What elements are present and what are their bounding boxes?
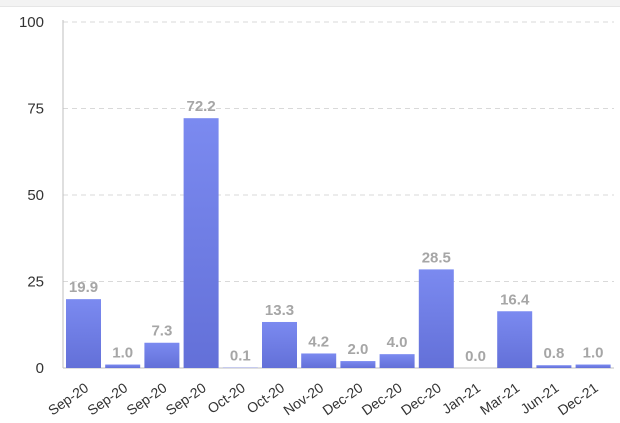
bar — [105, 364, 141, 368]
gridlines — [63, 21, 614, 282]
bar — [183, 118, 219, 368]
data-labels: 19.9 1.0 7.3 72.2 0.1 13.3 4.2 2.0 4.0 28.5 0.0 16.… — [69, 98, 604, 365]
data-label: 2.0 — [347, 341, 368, 358]
x-tick-label: Oct-20 — [244, 379, 288, 416]
y-tick-label: 75 — [27, 101, 44, 118]
data-label: 0.8 — [543, 345, 564, 362]
y-tick-label: 0 — [36, 360, 44, 377]
bar — [301, 353, 337, 368]
data-label: 4.0 — [387, 334, 408, 351]
data-label: 0.1 — [230, 348, 251, 365]
x-tick-label: Nov-20 — [280, 379, 326, 418]
data-label: 13.3 — [265, 302, 294, 319]
bar — [418, 269, 454, 368]
data-label: 4.2 — [308, 333, 329, 350]
y-tick-label: 100 — [19, 14, 44, 31]
bar — [340, 361, 376, 368]
x-tick-label: Oct-20 — [204, 379, 248, 416]
bar — [575, 364, 611, 368]
x-tick-label: Dec-21 — [555, 379, 601, 418]
x-axis: Sep-20Sep-20Sep-20Sep-20Oct-20Oct-20Nov-… — [45, 379, 601, 418]
y-tick-label: 50 — [27, 187, 44, 204]
x-tick-label: Dec-20 — [398, 379, 444, 418]
data-label: 1.0 — [112, 345, 133, 362]
data-label: 19.9 — [69, 279, 98, 296]
bar — [379, 354, 415, 368]
data-label: 7.3 — [151, 323, 172, 340]
data-label: 28.5 — [422, 249, 451, 266]
top-toolbar-strip — [0, 0, 620, 7]
x-tick-label: Jun-21 — [517, 379, 561, 417]
bar — [497, 311, 533, 368]
x-tick-label: Jan-21 — [439, 379, 483, 417]
x-tick-label: Dec-20 — [359, 379, 405, 418]
x-tick-label: Dec-20 — [319, 379, 365, 418]
data-label: 0.0 — [465, 348, 486, 365]
x-tick-label: Sep-20 — [163, 379, 209, 418]
bars — [66, 118, 611, 368]
bar — [262, 321, 297, 368]
bar — [66, 299, 101, 368]
x-tick-label: Sep-20 — [45, 379, 91, 418]
y-tick-label: 25 — [27, 274, 44, 291]
x-tick-label: Sep-20 — [123, 379, 169, 418]
data-label: 16.4 — [500, 291, 530, 308]
bar — [536, 365, 572, 368]
data-label: 72.2 — [186, 98, 215, 115]
x-tick-label: Mar-21 — [477, 379, 523, 418]
x-tick-label: Sep-20 — [84, 379, 130, 418]
data-label: 1.0 — [583, 345, 604, 362]
bar — [144, 342, 180, 368]
